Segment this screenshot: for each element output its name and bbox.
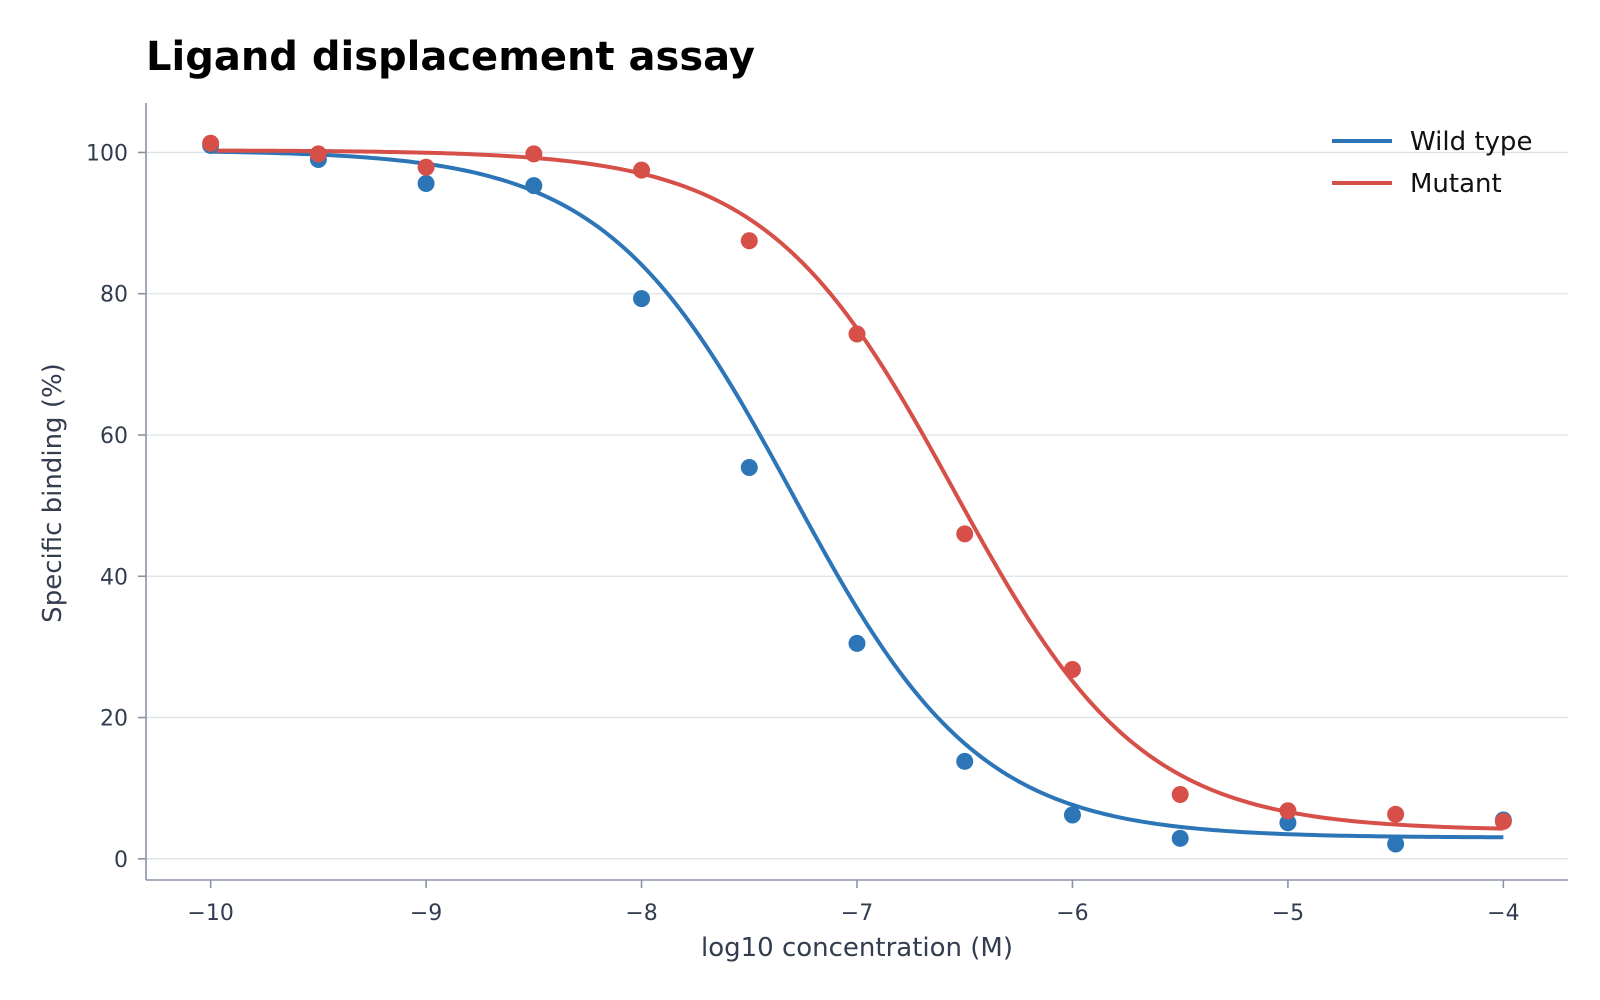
data-point-wild-type — [740, 458, 758, 476]
x-axis-ticks: −10 −9 −8 −7 −6 −5 −4 — [187, 880, 1520, 926]
x-tick-label: −9 — [410, 901, 442, 926]
data-point-mutant — [1171, 786, 1189, 804]
fit-curve-mutant — [210, 148, 1504, 831]
y-tick-label: 80 — [100, 283, 128, 308]
y-tick-label: 0 — [114, 848, 128, 873]
data-point-wild-type — [956, 752, 974, 770]
data-point-mutant — [1494, 812, 1512, 830]
y-axis-label: Specific binding (%) — [38, 363, 68, 623]
data-point-mutant — [417, 158, 435, 176]
data-point-wild-type — [417, 175, 435, 193]
y-tick-label: 100 — [86, 141, 128, 166]
data-points — [202, 134, 1512, 853]
axes — [145, 103, 1568, 881]
data-point-wild-type — [1171, 829, 1189, 847]
x-tick-label: −5 — [1272, 901, 1304, 926]
data-point-mutant — [1387, 805, 1405, 823]
x-axis-label: log10 concentration (M) — [701, 933, 1013, 963]
chart-title: Ligand displacement assay — [146, 34, 755, 80]
data-point-mutant — [633, 161, 651, 179]
y-tick-label: 20 — [100, 707, 128, 732]
legend: Wild type Mutant — [1332, 127, 1532, 199]
x-tick-label: −8 — [625, 901, 657, 926]
data-point-wild-type — [633, 290, 651, 308]
x-tick-label: −4 — [1487, 901, 1519, 926]
data-point-wild-type — [1387, 835, 1405, 853]
data-point-mutant — [309, 145, 327, 163]
y-axis-ticks: 0 20 40 60 80 100 — [86, 141, 146, 873]
x-tick-label: −6 — [1056, 901, 1088, 926]
data-point-wild-type — [1063, 806, 1081, 824]
data-point-mutant — [1279, 802, 1297, 820]
data-point-mutant — [740, 232, 758, 250]
data-point-mutant — [525, 145, 543, 163]
y-tick-label: 60 — [100, 424, 128, 449]
data-point-mutant — [956, 525, 974, 543]
data-point-mutant — [202, 134, 220, 152]
data-point-mutant — [1063, 661, 1081, 679]
x-tick-label: −10 — [187, 901, 233, 926]
legend-label-mutant: Mutant — [1410, 169, 1502, 199]
data-point-wild-type — [848, 634, 866, 652]
gridlines — [146, 151, 1568, 860]
fit-curve-wild-type — [210, 149, 1504, 840]
x-tick-label: −7 — [841, 901, 873, 926]
fit-curves — [210, 148, 1504, 840]
legend-label-wild-type: Wild type — [1410, 127, 1532, 157]
data-point-mutant — [848, 325, 866, 343]
data-point-wild-type — [1279, 814, 1297, 832]
y-tick-label: 40 — [100, 565, 128, 590]
data-point-wild-type — [525, 177, 543, 195]
